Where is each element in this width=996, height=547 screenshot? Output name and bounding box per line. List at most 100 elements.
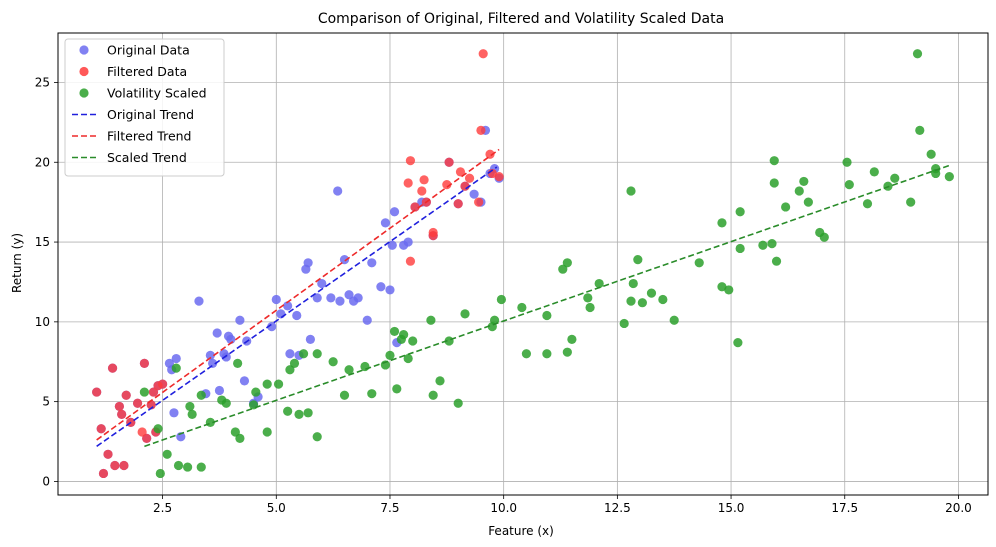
y-tick-label: 15 <box>35 235 50 249</box>
original-data-point <box>169 408 179 418</box>
volatility-scaled-point <box>403 353 413 364</box>
volatility-scaled-point <box>794 186 804 196</box>
y-tick-label: 25 <box>35 75 50 89</box>
filtered-data-point <box>98 468 109 479</box>
volatility-scaled-point <box>694 258 704 268</box>
filtered-data-point <box>148 387 159 397</box>
filtered-data-point <box>428 231 438 241</box>
volatility-scaled-point <box>392 384 402 394</box>
original-data-point <box>212 328 222 338</box>
y-tick-label: 0 <box>42 474 50 488</box>
volatility-scaled-point <box>735 243 745 254</box>
volatility-scaled-point <box>339 390 350 400</box>
volatility-scaled-point <box>155 468 165 479</box>
filtered-data-point <box>157 379 168 389</box>
filtered-data-point <box>121 390 131 400</box>
volatility-scaled-point <box>717 282 727 292</box>
volatility-scaled-point <box>289 358 300 368</box>
volatility-scaled-point <box>521 349 532 359</box>
volatility-scaled-point <box>767 239 777 249</box>
filtered-data-point <box>478 49 488 59</box>
filtered-data-point <box>110 460 120 471</box>
original-data-point <box>335 296 345 306</box>
original-data-point <box>226 334 236 345</box>
volatility-scaled-point <box>183 462 193 472</box>
volatility-scaled-point <box>594 278 604 289</box>
volatility-scaled-point <box>248 400 259 410</box>
chart-title: Comparison of Original, Filtered and Vol… <box>318 11 724 27</box>
original-data-point <box>387 240 397 250</box>
original-data-point <box>221 352 231 362</box>
original-data-point <box>389 207 400 217</box>
volatility-scaled-point <box>173 460 184 471</box>
filtered-data-point <box>117 409 127 420</box>
original-data-point <box>276 309 286 319</box>
x-tick-label: 7.5 <box>380 501 399 515</box>
filtered-data-point <box>103 449 113 459</box>
filtered-data-point <box>119 460 129 471</box>
axis-ticks: 2.5 5.0 7.5 10.0 12.5 15.0 17.5 20.0 0 5 10 15 20 25 <box>35 75 972 515</box>
volatility-scaled-point <box>460 309 470 319</box>
y-tick-label: 10 <box>35 315 50 329</box>
filtered-data-point <box>485 149 495 159</box>
original-data-point <box>353 293 363 303</box>
original-data-point <box>239 376 250 386</box>
legend-label-scaled-trend: Scaled Trend <box>107 150 187 165</box>
volatility-scaled-point <box>328 357 338 367</box>
filtered-trend-line <box>96 148 500 441</box>
volatility-scaled-point <box>230 427 240 437</box>
original-data-point <box>208 358 218 368</box>
original-data-point <box>403 237 413 247</box>
legend-label-filtered-trend: Filtered Trend <box>107 129 192 144</box>
legend-marker-filtered-data <box>79 66 89 77</box>
volatility-scaled-point <box>769 178 779 188</box>
volatility-scaled-point <box>915 125 925 135</box>
grid-lines <box>58 33 988 495</box>
volatility-scaled-point <box>344 365 354 375</box>
volatility-scaled-point <box>912 49 923 59</box>
original-data-point <box>317 278 327 289</box>
volatility-scaled-point <box>262 379 272 389</box>
volatility-scaled-point <box>944 172 954 182</box>
volatility-scaled-point <box>771 256 782 266</box>
volatility-scaled-point <box>626 296 636 306</box>
volatility-scaled-point <box>426 315 436 325</box>
original-data-point <box>385 285 395 295</box>
x-tick-label: 2.5 <box>153 501 172 515</box>
original-data-point <box>271 294 281 305</box>
volatility-scaled-point <box>283 406 293 416</box>
original-data-point <box>367 258 377 268</box>
original-data-point <box>312 293 322 303</box>
volatility-scaled-point <box>733 337 743 348</box>
volatility-scaled-point <box>517 302 527 313</box>
volatility-scaled-point <box>139 387 150 397</box>
filtered-data-point <box>92 387 102 397</box>
filtered-data-point <box>405 256 416 266</box>
volatility-scaled-point <box>626 186 636 196</box>
filtered-data-point <box>405 156 416 166</box>
filtered-data-point <box>417 186 427 196</box>
volatility-scaled-point <box>735 207 745 217</box>
original-data-point <box>205 350 215 360</box>
original-trend-line <box>96 166 498 447</box>
y-axis-label: Return (y) <box>10 233 24 293</box>
volatility-scaled-point <box>389 326 400 337</box>
scaled-trend-line <box>144 164 950 448</box>
volatility-scaled-point <box>196 390 206 400</box>
volatility-scaled-point <box>171 363 181 373</box>
legend-label-volatility-scaled: Volatility Scaled <box>107 86 207 101</box>
volatility-scaled-point <box>926 149 936 159</box>
filtered-data-point <box>137 427 147 437</box>
original-data-point <box>194 296 204 306</box>
filtered-data-point <box>453 199 463 209</box>
volatility-scaled-point <box>724 285 734 295</box>
x-tick-label: 20.0 <box>945 501 972 515</box>
volatility-scaled-point <box>931 164 941 174</box>
volatility-scaled-point <box>408 336 418 346</box>
original-data-points <box>92 125 504 479</box>
original-data-point <box>235 315 245 325</box>
volatility-scaled-point <box>298 349 309 359</box>
filtered-data-point <box>403 178 413 188</box>
